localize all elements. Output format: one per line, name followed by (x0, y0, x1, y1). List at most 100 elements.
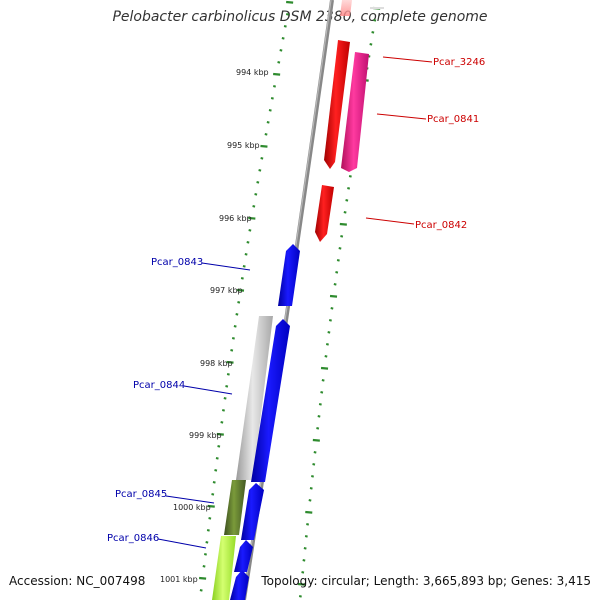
gene-label-pcar-0844[interactable]: Pcar_0844 (133, 380, 185, 391)
ruler-dot (340, 235, 344, 238)
ruler-dot (268, 109, 272, 112)
ruler-dot (258, 169, 262, 172)
tick-label: 994 kbp (236, 68, 269, 77)
ruler-dot (347, 187, 351, 190)
ruler-major-tick (226, 360, 234, 364)
ruler-tick-labels: 994 kbp 995 kbp 996 kbp 997 kbp 998 kbp … (160, 68, 269, 584)
ruler-dot (203, 553, 207, 556)
ruler-dot (279, 49, 283, 52)
ruler-major-tick (329, 294, 338, 298)
ruler-dot (206, 529, 210, 532)
ruler-dot (304, 535, 308, 538)
ruler-dot (237, 301, 241, 304)
ruler-dot (302, 559, 306, 562)
ruler-dot (325, 343, 329, 346)
ruler-dot (277, 61, 281, 64)
accession-text: Accession: NC_007498 (9, 574, 146, 588)
ruler-dot (321, 379, 325, 382)
ruler-dot (306, 523, 310, 526)
ruler-dot (199, 589, 203, 592)
ruler-dot (212, 481, 216, 484)
ruler-dot (246, 241, 250, 244)
gene-arrow-pcar-0841 (341, 52, 369, 172)
ruler-dot (335, 271, 339, 274)
gene-label-pcar-0841[interactable]: Pcar_0841 (427, 114, 479, 125)
ruler-dot (270, 97, 274, 100)
gene-label-pcar-0842[interactable]: Pcar_0842 (415, 220, 467, 231)
gene-arrow-pcar-3246 (324, 40, 350, 169)
ruler-dot (309, 487, 313, 490)
ruler-major-tick (320, 366, 329, 370)
gene-label-pcar-0843[interactable]: Pcar_0843 (151, 257, 203, 268)
gene-arrow-pcar-0847 (230, 570, 249, 600)
ruler-dot (214, 469, 218, 472)
gene-arrow-pcar-0843 (278, 244, 300, 306)
ruler-major-tick (297, 582, 306, 586)
ruler-dot (313, 451, 317, 454)
ruler-dot (202, 565, 206, 568)
ruler-dot (316, 427, 320, 430)
ruler-dot (225, 385, 229, 388)
gene-arrow-pcar-0846 (234, 540, 253, 572)
map-title: Pelobacter carbinolicus DSM 2380, comple… (112, 9, 488, 25)
ruler-dot (221, 409, 225, 412)
cog-segment-olive (224, 480, 246, 535)
ruler-dot (264, 133, 268, 136)
ruler-major-tick (312, 438, 320, 442)
genome-summary-text: Topology: circular; Length: 3,665,893 bp… (261, 574, 591, 588)
ruler-dot (324, 355, 328, 358)
ruler-dot (231, 337, 235, 340)
ruler-dot (285, 13, 289, 16)
leader-line (165, 495, 215, 504)
leader-line (365, 217, 415, 225)
ruler-dot (345, 199, 349, 202)
ruler-major-tick (207, 504, 215, 508)
gene-arrow-faded (340, 0, 352, 16)
gene-label-pcar-3246[interactable]: Pcar_3246 (433, 57, 485, 68)
ruler-major-tick (286, 0, 294, 4)
ruler-dot (205, 541, 209, 544)
gene-arrow-pcar-0842 (315, 185, 334, 242)
ruler-dot (260, 157, 264, 160)
cog-segment-lime (212, 536, 236, 600)
ruler-major-tick (260, 144, 268, 148)
ruler-dot (273, 85, 276, 88)
ruler-dot (348, 175, 352, 178)
ruler-major-tick (248, 216, 256, 220)
tick-label: 995 kbp (227, 141, 260, 150)
ruler-dot (266, 121, 270, 124)
ruler-dot (369, 43, 373, 46)
gene-label-pcar-0845[interactable]: Pcar_0845 (115, 489, 167, 500)
ruler-dot (371, 31, 375, 34)
ruler-dot (328, 319, 332, 322)
ruler-dot (338, 247, 342, 250)
ruler-dot (303, 547, 307, 550)
leader-line (183, 385, 233, 395)
tick-label: 1001 kbp (160, 575, 198, 584)
gene-label-pcar-0846[interactable]: Pcar_0846 (107, 533, 159, 544)
tick-label: 999 kbp (189, 431, 222, 440)
ruler-dot (240, 277, 244, 280)
ruler-dot (252, 205, 256, 208)
leader-line (157, 538, 207, 549)
ruler-dot (230, 349, 234, 352)
leader-line (376, 113, 427, 120)
ruler-dot (220, 421, 224, 424)
ruler-dot (283, 25, 287, 28)
cog-segment-gray (236, 316, 273, 480)
ruler-dot (327, 331, 331, 334)
ruler-dot (343, 211, 347, 214)
leader-line (201, 262, 251, 271)
ruler-dot (308, 499, 312, 502)
gene-arrow-pcar-0844 (251, 319, 290, 482)
ruler-dot (298, 595, 302, 598)
ruler-dot (254, 193, 258, 196)
leader-line (382, 56, 433, 63)
ruler-dot (223, 397, 227, 400)
ruler-dot (235, 313, 239, 316)
tick-label: 998 kbp (200, 359, 233, 368)
ruler-dot (242, 265, 246, 268)
tick-label: 1000 kbp (173, 503, 211, 512)
ruler-dot (330, 307, 334, 310)
